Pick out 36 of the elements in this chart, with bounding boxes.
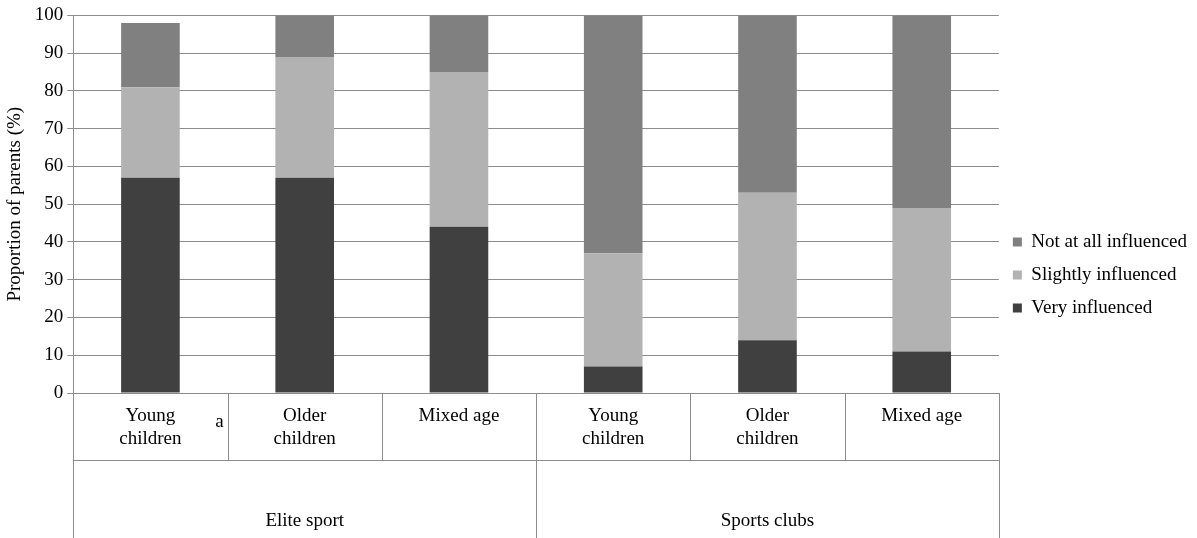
bar — [121, 87, 180, 178]
text: Elite sport — [265, 508, 345, 530]
y-tick-label: 0 — [53, 380, 64, 402]
bar — [429, 72, 489, 227]
text: a — [215, 409, 225, 431]
x-tick-label: Young children — [119, 404, 183, 449]
y-tick-label: 90 — [44, 41, 64, 63]
x-tick-label: Young children — [582, 404, 645, 449]
x-tick-label: Older children — [273, 404, 337, 449]
y-tick-label: 60 — [44, 154, 64, 176]
y-tick-label: 20 — [44, 305, 64, 327]
y-axis-title: Proportion of parents (%) — [3, 106, 26, 302]
x-tick-label: Older children — [736, 404, 800, 449]
y-tick-label: 50 — [44, 192, 64, 214]
bar — [275, 177, 334, 393]
bar — [892, 207, 952, 352]
x-tick-label: Mixed age — [418, 404, 500, 426]
bar — [738, 340, 797, 393]
legend-label: Not at all influenced — [1031, 229, 1188, 251]
y-tick-label: 80 — [44, 78, 64, 100]
bar — [275, 56, 334, 178]
y-tick-label: 40 — [44, 229, 64, 251]
bar — [583, 253, 643, 367]
y-tick-label: 10 — [44, 343, 64, 365]
bar — [892, 351, 952, 393]
bar — [738, 192, 797, 341]
bar — [429, 226, 489, 393]
text: Sports clubs — [720, 508, 815, 530]
y-tick-label: 100 — [34, 3, 64, 25]
bar — [121, 177, 180, 393]
bar — [583, 366, 643, 393]
legend-label: Very influenced — [1031, 295, 1153, 317]
legend-label: Slightly influenced — [1031, 262, 1177, 284]
y-tick-label: 70 — [44, 116, 64, 138]
x-tick-label: Mixed age — [881, 404, 963, 426]
y-tick-label: 30 — [44, 267, 64, 289]
